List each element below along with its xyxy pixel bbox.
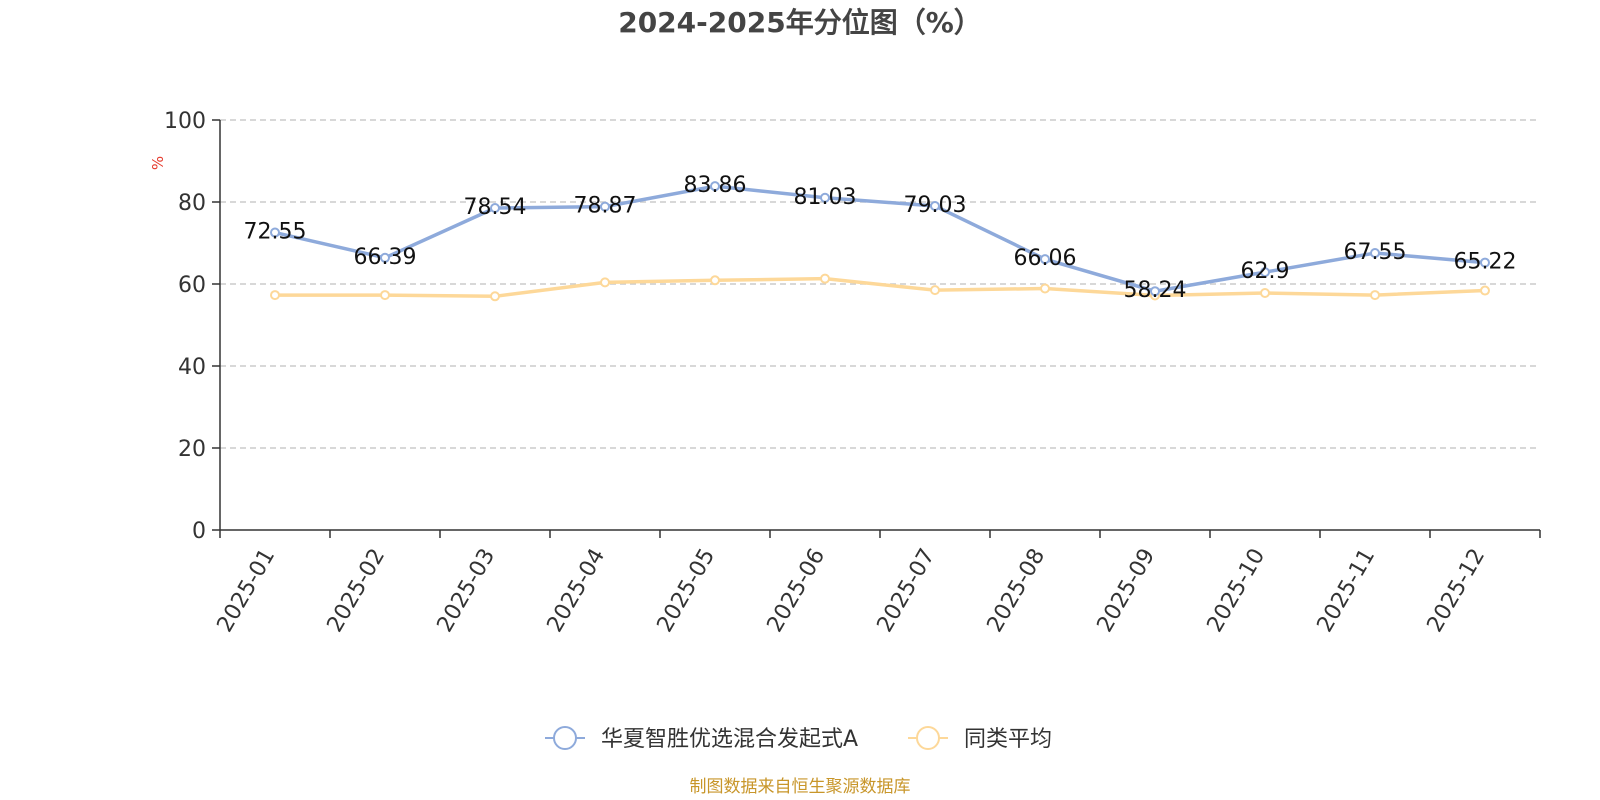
series-0-point [1260, 267, 1270, 278]
series-line-0 [274, 184, 1486, 293]
y-tick-label: 40 [178, 355, 206, 380]
data-label: 78.87 [574, 194, 637, 219]
data-label: 62.9 [1241, 259, 1290, 284]
x-tick-label: 2025-05 [653, 545, 721, 637]
x-tick-label: 2025-03 [433, 545, 501, 637]
series-0-point [270, 227, 280, 238]
series-1-point [820, 273, 830, 284]
legend-marker-icon [553, 726, 577, 750]
series-1-point [710, 275, 720, 286]
y-tick-label: 0 [192, 519, 206, 544]
data-label: 66.39 [354, 245, 417, 270]
x-tick-label: 2025-10 [1203, 545, 1271, 637]
series-1-point [1260, 288, 1270, 299]
series-0-point [490, 202, 500, 213]
legend-marker-icon [916, 726, 940, 750]
series-1-point [930, 285, 940, 296]
series-0-point [1370, 248, 1380, 259]
legend-item-1[interactable]: 同类平均 [908, 726, 1052, 752]
series-0-point [1040, 254, 1050, 265]
series-1-point [380, 290, 390, 301]
x-tick-label: 2025-04 [543, 545, 611, 637]
series-1-point [600, 277, 610, 288]
y-tick-label: 80 [178, 191, 206, 216]
series-0-point [820, 192, 830, 203]
legend-item-0[interactable]: 华夏智胜优选混合发起式A [545, 726, 858, 752]
series-1-point [490, 291, 500, 302]
series-1-point [1370, 290, 1380, 301]
x-tick-label: 2025-08 [983, 545, 1051, 637]
data-label: 81.03 [794, 185, 857, 210]
x-tick-label: 2025-07 [873, 545, 941, 637]
data-label: 72.55 [244, 220, 307, 245]
series-0-point [1150, 286, 1160, 297]
series-1-point [270, 290, 280, 301]
x-tick-label: 2025-01 [213, 545, 281, 637]
y-tick-label: 20 [178, 437, 206, 462]
data-label: 58.24 [1124, 278, 1187, 303]
data-label: 78.54 [464, 195, 527, 220]
x-tick-label: 2025-12 [1423, 545, 1491, 637]
series-lines [270, 181, 1490, 302]
series-1-point [1480, 285, 1490, 296]
legend[interactable]: 华夏智胜优选混合发起式A 同类平均 [545, 726, 1052, 752]
x-tick-label: 2025-02 [323, 545, 391, 637]
data-label: 79.03 [904, 193, 967, 218]
data-label: 66.06 [1014, 246, 1077, 271]
data-label: 67.55 [1344, 240, 1407, 265]
series-1-point [1040, 283, 1050, 294]
legend-label: 同类平均 [964, 727, 1052, 752]
y-tick-label: 100 [164, 109, 206, 134]
chart-title: 2024-2025年分位图（%） [618, 6, 982, 39]
y-axis-unit-label: % [149, 156, 167, 170]
series-0-point [380, 252, 390, 263]
series-0-point [1480, 257, 1490, 268]
data-label: 65.22 [1454, 250, 1517, 275]
source-note: 制图数据来自恒生聚源数据库 [690, 777, 911, 797]
x-tick-label: 2025-11 [1313, 545, 1381, 637]
series-line-1 [275, 276, 1486, 299]
y-tick-label: 60 [178, 273, 206, 298]
legend-label: 华夏智胜优选混合发起式A [601, 727, 858, 752]
series-0-point [710, 181, 720, 192]
x-tick-label: 2025-06 [763, 545, 831, 637]
x-tick-label: 2025-09 [1093, 545, 1161, 637]
data-labels: 72.55 66.39 78.54 78.87 83.86 81.03 79.03 66.06… [244, 173, 1517, 303]
series-0-point [930, 200, 940, 211]
series-0-point [600, 201, 610, 212]
data-label: 83.86 [684, 173, 747, 198]
